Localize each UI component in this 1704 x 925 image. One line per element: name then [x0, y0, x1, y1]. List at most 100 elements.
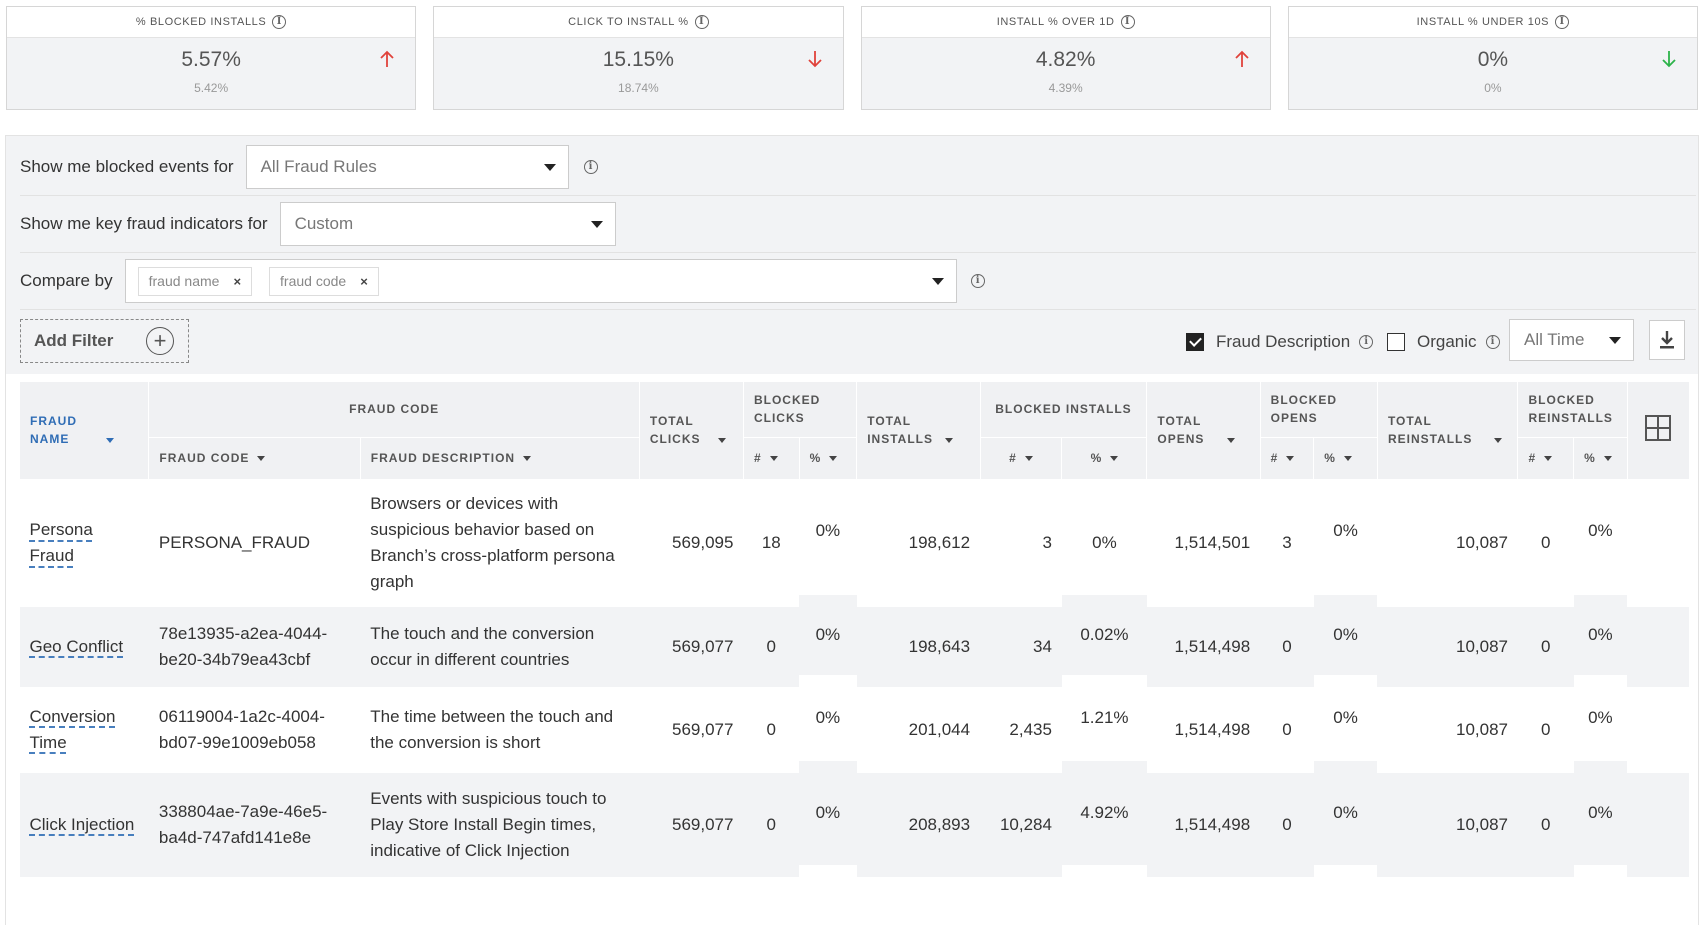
sort-caret-icon [1344, 456, 1352, 461]
total-installs-cell: 208,893 [857, 773, 980, 877]
blocked-opens-pct-cell: 0% [1314, 761, 1378, 865]
sort-caret-icon [1494, 438, 1502, 443]
header-blocked-clicks-count[interactable]: # [743, 437, 799, 479]
blocked-clicks-pct-cell: 0% [799, 595, 857, 675]
compare-chip-fraud-code[interactable]: fraud code × [269, 267, 379, 296]
fraud-name-link[interactable]: Geo Conflict [30, 637, 124, 656]
kpi-card-blocked-installs: % BLOCKED INSTALLS i 5.57% 5.42% [6, 6, 416, 110]
blocked-installs-count-cell: 34 [980, 607, 1062, 687]
plus-icon: + [146, 327, 174, 355]
fraud-description-cell: Browsers or devices with suspicious beha… [360, 479, 639, 607]
blocked-reinstalls-count-cell: 0 [1518, 607, 1574, 687]
blocked-opens-count-cell: 0 [1260, 607, 1314, 687]
compare-chip-fraud-name[interactable]: fraud name × [138, 267, 252, 296]
chevron-down-icon [932, 278, 944, 285]
kpi-value: 15.15% [434, 48, 842, 72]
info-icon[interactable]: i [1486, 335, 1500, 349]
blocked-clicks-count-cell: 18 [743, 479, 799, 607]
header-blocked-installs-count[interactable]: # [980, 437, 1062, 479]
arrow-down-icon [1661, 50, 1677, 68]
filter-bar: Show me blocked events for All Fraud Rul… [6, 136, 1698, 374]
info-icon[interactable]: i [971, 274, 985, 288]
header-total-clicks[interactable]: TOTAL CLICKS [639, 382, 743, 479]
header-total-opens[interactable]: TOTAL OPENS [1147, 382, 1260, 479]
add-filter-button[interactable]: Add Filter + [20, 319, 189, 363]
column-settings-button[interactable] [1627, 382, 1689, 479]
total-opens-cell: 1,514,498 [1147, 687, 1260, 773]
fraud-code-cell: 78e13935-a2ea-4044-be20-34b79ea43cbf [149, 607, 360, 687]
total-installs-cell: 201,044 [857, 687, 980, 773]
info-icon[interactable]: i [584, 160, 598, 174]
fraud-table: FRAUD NAME FRAUD CODE TOTAL CLICKS BLOCK… [19, 382, 1689, 877]
info-icon[interactable]: i [272, 15, 286, 29]
key-indicators-label: Show me key fraud indicators for [20, 214, 268, 234]
table-row: Click Injection 338804ae-7a9e-46e5-ba4d-… [20, 773, 1690, 877]
header-fraud-name[interactable]: FRAUD NAME [20, 382, 149, 479]
total-installs-cell: 198,612 [857, 479, 980, 607]
blocked-installs-count-cell: 3 [980, 479, 1062, 607]
arrow-down-icon [807, 50, 823, 68]
compare-by-select[interactable]: fraud name × fraud code × [125, 259, 957, 303]
kpi-previous-value: 4.39% [862, 81, 1270, 95]
header-fraud-description[interactable]: FRAUD DESCRIPTION [360, 437, 639, 479]
header-fraud-code[interactable]: FRAUD CODE [149, 437, 360, 479]
sort-caret-icon [1286, 456, 1294, 461]
info-icon[interactable]: i [1359, 335, 1373, 349]
fraud-description-cell: The touch and the conversion occur in di… [360, 607, 639, 687]
header-blocked-installs: BLOCKED INSTALLS [980, 382, 1147, 437]
key-indicators-value: Custom [295, 214, 354, 234]
fraud-name-link[interactable]: Click Injection [30, 815, 135, 834]
header-blocked-reinstalls: BLOCKED REINSTALLS [1518, 382, 1627, 437]
kpi-previous-value: 0% [1289, 81, 1697, 95]
header-blocked-clicks: BLOCKED CLICKS [743, 382, 856, 437]
blocked-installs-count-cell: 10,284 [980, 773, 1062, 877]
header-total-installs[interactable]: TOTAL INSTALLS [857, 382, 980, 479]
sort-caret-icon [1227, 438, 1235, 443]
arrow-up-icon [1234, 50, 1250, 68]
time-range-select[interactable]: All Time [1509, 319, 1634, 361]
fraud-code-cell: 338804ae-7a9e-46e5-ba4d-747afd141e8e [149, 773, 360, 877]
fraud-name-link[interactable]: Conversion Time [30, 707, 116, 752]
compare-by-label: Compare by [20, 271, 113, 291]
sort-caret-icon [829, 456, 837, 461]
blocked-clicks-count-cell: 0 [743, 773, 799, 877]
fraud-description-checkbox[interactable] [1186, 333, 1204, 351]
total-clicks-cell: 569,077 [639, 687, 743, 773]
header-blocked-installs-pct[interactable]: % [1062, 437, 1147, 479]
blocked-clicks-count-cell: 0 [743, 687, 799, 773]
header-blocked-reinstalls-count[interactable]: # [1518, 437, 1574, 479]
close-icon[interactable]: × [233, 274, 241, 289]
sort-caret-icon [718, 438, 726, 443]
time-range-value: All Time [1524, 330, 1584, 350]
fraud-name-link[interactable]: Persona Fraud [30, 520, 93, 565]
blocked-reinstalls-count-cell: 0 [1518, 773, 1574, 877]
header-blocked-opens-count[interactable]: # [1260, 437, 1314, 479]
info-icon[interactable]: i [1121, 15, 1135, 29]
blocked-clicks-count-cell: 0 [743, 607, 799, 687]
download-button[interactable] [1649, 320, 1685, 360]
blocked-events-select[interactable]: All Fraud Rules [246, 145, 569, 189]
blocked-reinstalls-pct-cell: 0% [1574, 467, 1628, 595]
fraud-code-cell: PERSONA_FRAUD [149, 479, 360, 607]
close-icon[interactable]: × [360, 274, 368, 289]
info-icon[interactable]: i [695, 15, 709, 29]
total-clicks-cell: 569,095 [639, 479, 743, 607]
blocked-installs-pct-cell: 4.92% [1062, 761, 1147, 865]
kpi-label: % BLOCKED INSTALLS [136, 16, 266, 28]
arrow-up-icon [379, 50, 395, 68]
kpi-label: INSTALL % OVER 1d [997, 16, 1115, 28]
kpi-label: INSTALL % UNDER 10s [1417, 16, 1549, 28]
total-clicks-cell: 569,077 [639, 773, 743, 877]
add-filter-label: Add Filter [34, 331, 113, 351]
header-total-reinstalls[interactable]: TOTAL REINSTALLS [1377, 382, 1518, 479]
kpi-card-install-over-1d: INSTALL % OVER 1d i 4.82% 4.39% [861, 6, 1271, 110]
info-icon[interactable]: i [1555, 15, 1569, 29]
key-indicators-select[interactable]: Custom [280, 202, 616, 246]
blocked-opens-pct-cell: 0% [1314, 467, 1378, 595]
kpi-summary: % BLOCKED INSTALLS i 5.57% 5.42% CLICK TO… [6, 6, 1698, 110]
organic-checkbox[interactable] [1387, 333, 1405, 351]
sort-caret-icon [1544, 456, 1552, 461]
kpi-previous-value: 18.74% [434, 81, 842, 95]
chevron-down-icon [591, 221, 603, 228]
sort-caret-icon [1025, 456, 1033, 461]
